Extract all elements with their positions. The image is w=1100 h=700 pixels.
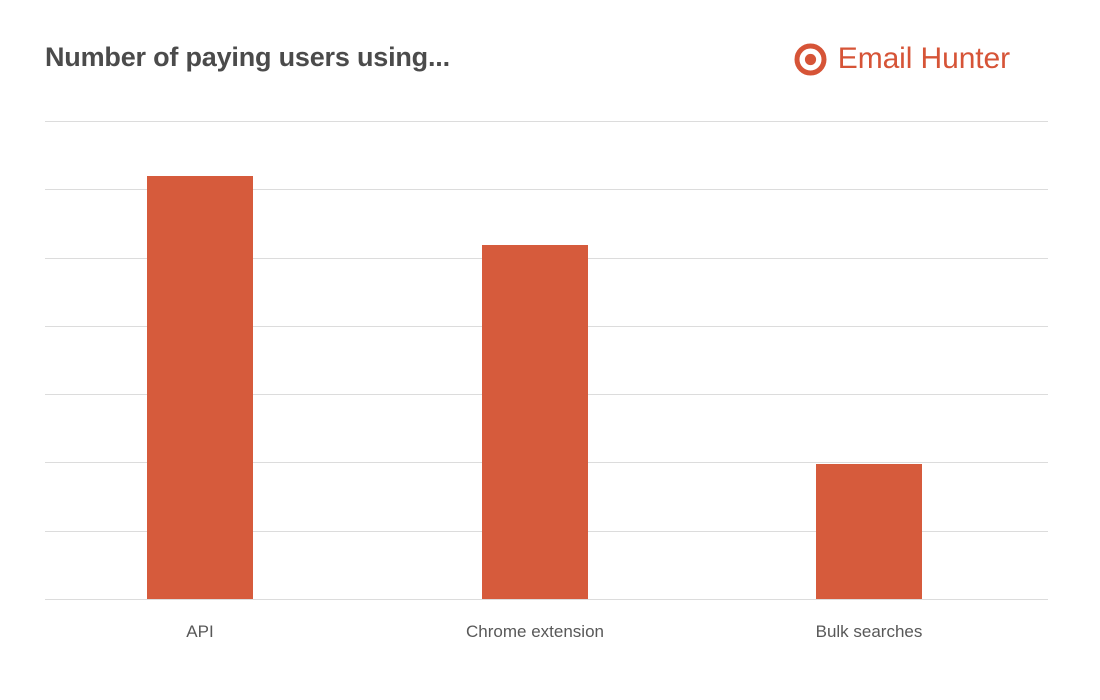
brand-logo: Email Hunter <box>794 39 1010 79</box>
bar <box>147 176 253 599</box>
chart-plot-area <box>45 121 1048 600</box>
category-label: Bulk searches <box>815 622 923 641</box>
bullseye-target-icon <box>794 43 827 76</box>
category-label: Chrome extension <box>466 622 604 641</box>
bar <box>482 245 588 599</box>
slide-header: Number of paying users using... Email Hu… <box>45 40 1048 95</box>
chart-bars <box>45 121 1048 599</box>
gridline <box>45 599 1048 600</box>
gridline <box>45 189 1048 190</box>
gridline <box>45 121 1048 122</box>
page-title: Number of paying users using... <box>45 42 450 72</box>
bar <box>816 464 922 599</box>
chart-category-axis: API Chrome extension Bulk searches <box>45 620 1048 650</box>
brand-name-label: Email Hunter <box>837 42 1010 75</box>
category-label: API <box>186 622 214 641</box>
